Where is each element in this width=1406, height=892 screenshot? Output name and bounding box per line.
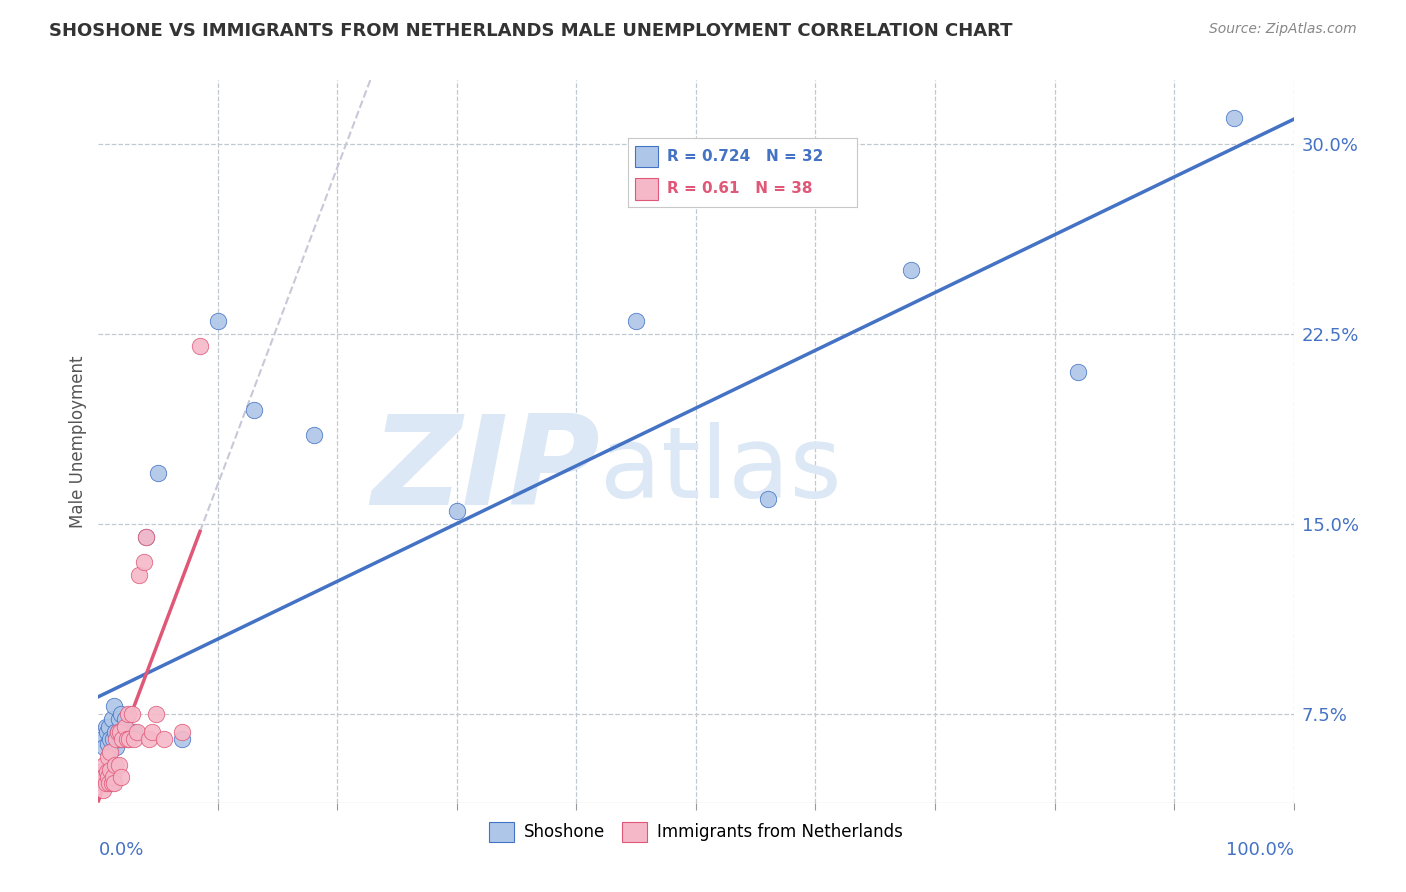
Text: 100.0%: 100.0% [1226,841,1294,859]
Point [100,775,122,789]
Text: R = 0.61   N = 38: R = 0.61 N = 38 [666,181,813,196]
Point [756,491,779,506]
Point [114,720,136,734]
Point [91,732,114,747]
Point [124,732,146,747]
Point [97,771,120,785]
Point [207,314,229,328]
Point [135,530,157,544]
Point [117,707,139,722]
Point [96,724,118,739]
Text: R = 0.724   N = 32: R = 0.724 N = 32 [666,149,824,164]
Point [98,732,122,747]
Point [103,775,125,789]
Legend: Shoshone, Immigrants from Netherlands: Shoshone, Immigrants from Netherlands [482,815,910,848]
FancyBboxPatch shape [636,178,658,200]
Text: ZIP: ZIP [371,410,600,531]
Point [98,745,122,759]
Text: 0.0%: 0.0% [98,841,143,859]
Point [105,732,128,747]
Point [111,724,134,739]
Point [100,712,122,726]
Point [153,732,176,747]
Point [101,732,124,747]
Point [108,732,131,747]
Point [302,428,325,442]
Text: atlas: atlas [600,422,842,519]
Point [97,750,120,764]
Point [103,699,125,714]
Point [172,732,194,747]
Point [1067,365,1090,379]
Point [115,732,138,747]
Point [107,757,129,772]
Point [148,467,170,481]
Point [111,732,134,747]
Point [124,724,146,739]
Point [118,732,141,747]
Point [188,339,211,353]
Point [110,707,132,722]
Point [107,724,129,739]
Point [91,775,114,789]
Point [98,775,121,789]
Point [101,771,124,785]
Point [98,763,122,777]
Point [105,739,128,754]
Y-axis label: Male Unemployment: Male Unemployment [69,355,87,528]
Point [94,775,117,789]
Point [1223,112,1246,126]
Point [108,724,131,739]
Point [97,738,120,752]
Point [900,263,922,277]
Point [94,720,117,734]
Text: SHOSHONE VS IMMIGRANTS FROM NETHERLANDS MALE UNEMPLOYMENT CORRELATION CHART: SHOSHONE VS IMMIGRANTS FROM NETHERLANDS … [49,22,1012,40]
Point [110,771,132,785]
Point [141,724,163,739]
Point [93,757,115,772]
Text: Source: ZipAtlas.com: Source: ZipAtlas.com [1209,22,1357,37]
Point [107,724,129,739]
Point [98,720,121,734]
Point [104,757,127,772]
Point [145,707,167,722]
Point [107,712,129,726]
Point [117,732,139,747]
Point [114,712,136,726]
Point [172,724,194,739]
Point [90,765,112,780]
Point [138,732,160,747]
Point [93,739,115,754]
Point [125,724,148,739]
Point [93,771,115,785]
Point [132,555,155,569]
FancyBboxPatch shape [636,145,658,168]
Point [626,314,648,328]
Point [446,504,468,518]
Point [128,567,150,582]
Point [104,724,127,739]
Point [91,783,114,797]
Point [243,402,266,417]
Point [121,707,143,722]
Point [135,530,157,544]
Point [96,765,118,780]
